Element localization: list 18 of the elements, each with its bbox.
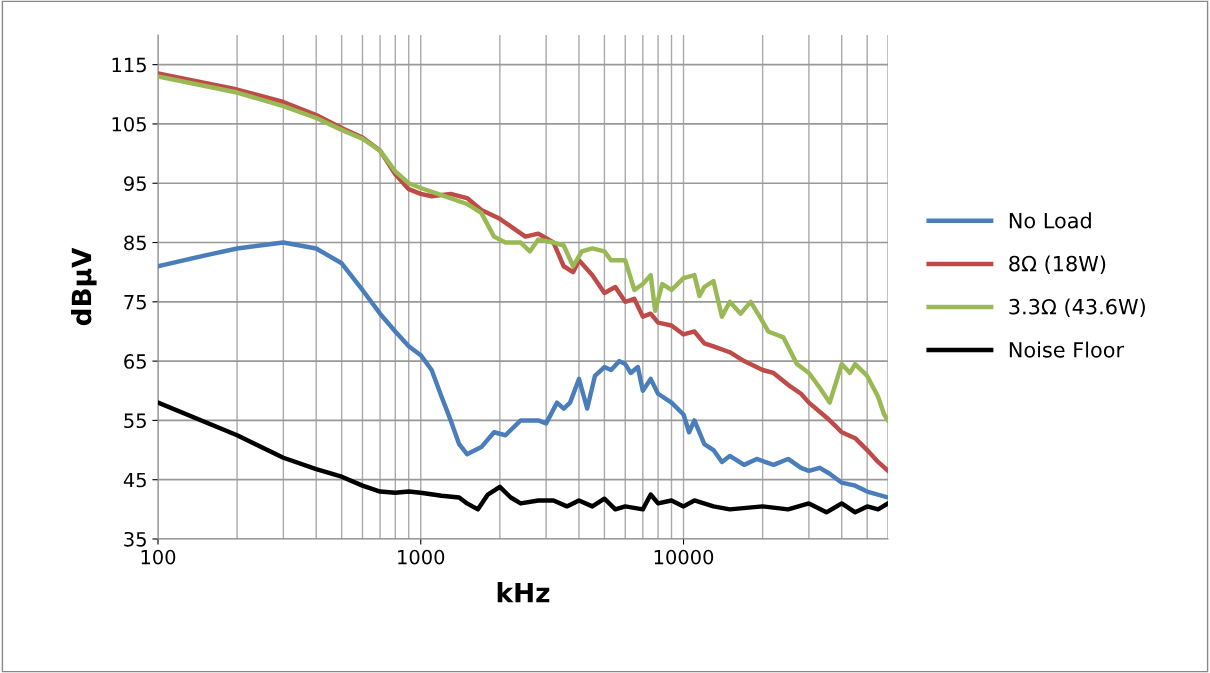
x-tick-label: 100 <box>141 549 176 565</box>
y-tick-label: 105 <box>112 116 146 132</box>
x-axis-title: kHz <box>497 582 550 603</box>
y-tick-label: 75 <box>124 295 146 310</box>
y-tick-label: 35 <box>124 531 146 547</box>
y-tick-label: 55 <box>124 413 146 429</box>
y-tick-label: 115 <box>112 57 146 73</box>
legend-label: No Load <box>1009 212 1091 229</box>
legend-label: 3.3Ω (43.6W) <box>1009 298 1145 318</box>
x-tick-label: 1000 <box>398 549 445 565</box>
y-axis-title: dBµV <box>71 247 97 326</box>
y-tick-label: 85 <box>124 235 146 251</box>
legend-label: Noise Floor <box>1009 341 1125 358</box>
y-tick-label: 45 <box>123 472 146 488</box>
x-tick-label: 10000 <box>654 549 714 565</box>
legend-label: 8Ω (18W) <box>1009 255 1106 274</box>
y-tick-label: 95 <box>124 176 146 191</box>
y-tick-label: 65 <box>124 354 146 369</box>
